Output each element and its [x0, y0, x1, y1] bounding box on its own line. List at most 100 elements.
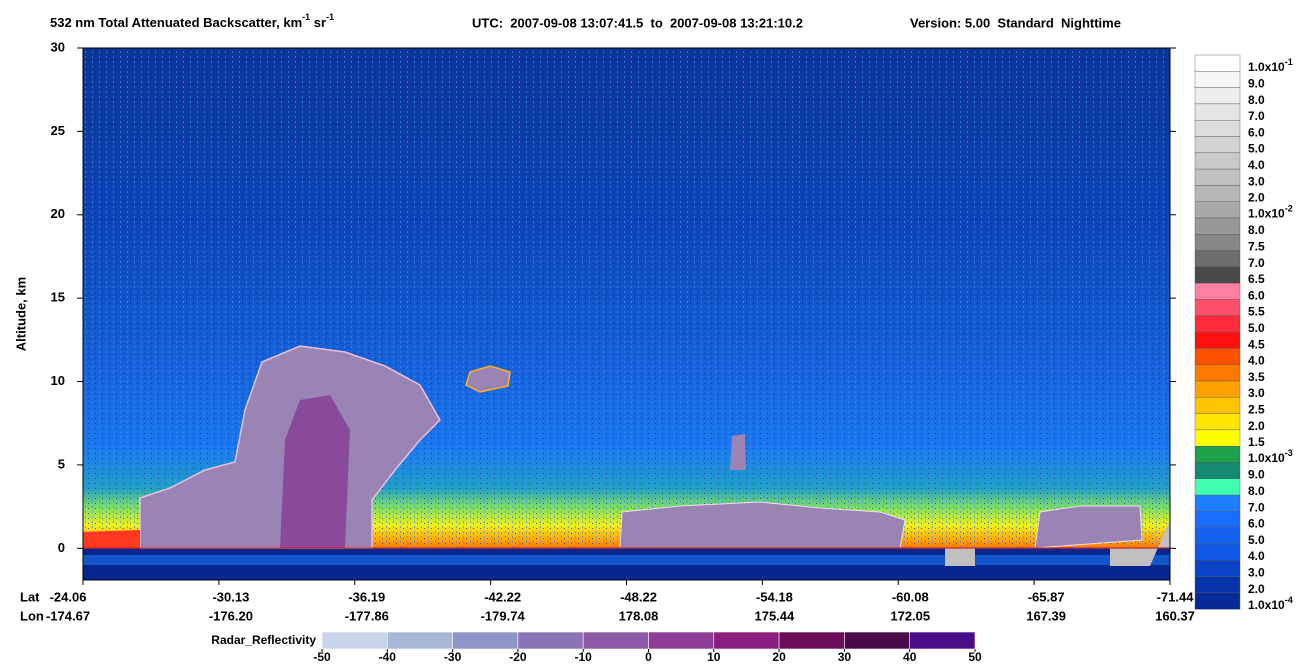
x-tick-label: 175.44	[754, 608, 795, 623]
radar-bar-label: Radar_Reflectivity	[211, 633, 316, 647]
y-tick-label: 30	[51, 39, 65, 54]
x-row-name: Lat	[20, 589, 40, 604]
radar-tick-label: -30	[444, 650, 462, 664]
x-tick-label: -30.13	[212, 589, 249, 604]
radar-tick-label: 0	[645, 650, 652, 664]
colorbar-label: 5.0	[1248, 533, 1265, 547]
y-tick-label: 10	[51, 373, 65, 388]
colorbar-swatch	[1194, 511, 1241, 528]
colorbar-label: 1.0x10-1	[1248, 57, 1293, 74]
title: 532 nm Total Attenuated Backscatter, km-…	[50, 12, 1121, 30]
title-text: 532 nm Total Attenuated Backscatter, km-…	[50, 12, 334, 30]
colorbar-swatch	[1194, 234, 1241, 251]
colorbar-label: 2.0	[1248, 582, 1265, 596]
colorbar-swatch	[1194, 283, 1241, 300]
colorbar-swatch	[1194, 250, 1241, 268]
x-tick-label: -174.67	[46, 608, 90, 623]
x-tick-label: -179.74	[481, 608, 526, 623]
colorbar-swatch	[1194, 397, 1241, 414]
colorbar-swatch	[1194, 103, 1241, 121]
colorbar-label: 4.0	[1248, 549, 1265, 563]
x-tick-label: -65.87	[1028, 589, 1065, 604]
x-tick-label: -42.22	[484, 589, 521, 604]
colorbar-label: 2.5	[1248, 402, 1265, 416]
colorbar-label: 2.0	[1248, 419, 1265, 433]
x-tick-label: 167.39	[1026, 608, 1066, 623]
colorbar-label: 9.0	[1248, 468, 1265, 482]
radar-swatch	[517, 631, 584, 650]
x-tick-label: -24.06	[50, 589, 87, 604]
title-version: Version: 5.00 Standard Nighttime	[910, 15, 1121, 30]
plot-area	[82, 47, 1171, 581]
colorbar-swatch	[1194, 462, 1241, 479]
x-tick-label: -36.19	[348, 589, 385, 604]
x-tick-label: 172.05	[890, 608, 930, 623]
colorbar-swatch	[1194, 201, 1241, 219]
colorbar-label-base: 1.0x10	[1248, 598, 1285, 612]
colorbar-label: 7.0	[1248, 256, 1265, 270]
radar-swatch	[844, 631, 911, 650]
colorbar-label: 6.0	[1248, 125, 1265, 139]
colorbar-swatch	[1194, 136, 1241, 153]
colorbar-swatch	[1194, 592, 1241, 610]
colorbar-swatch	[1194, 185, 1241, 202]
radar-tick-label: -50	[313, 650, 331, 664]
colorbar-label: 9.0	[1248, 76, 1265, 90]
colorbar-swatch	[1194, 446, 1241, 463]
colorbar-swatch	[1194, 527, 1241, 545]
cloud-core	[280, 395, 350, 548]
colorbar-swatch	[1194, 348, 1241, 365]
colorbar-label: 1.0x10-4	[1248, 595, 1293, 612]
colorbar-label: 2.0	[1248, 191, 1265, 205]
colorbar-label: 5.5	[1248, 305, 1265, 319]
colorbar-label: 3.0	[1248, 174, 1265, 188]
y-tick-label: 15	[51, 290, 65, 305]
radar-tick-label: 20	[772, 650, 786, 664]
colorbar-label: 3.0	[1248, 386, 1265, 400]
colorbar-label: 6.0	[1248, 517, 1265, 531]
colorbar-swatch	[1194, 119, 1241, 137]
colorbar-label: 4.0	[1248, 354, 1265, 368]
radar-tick-label: 10	[707, 650, 721, 664]
cloud	[619, 501, 906, 549]
y-axis-label: Altitude, km	[13, 277, 28, 351]
colorbar-label: 6.5	[1248, 272, 1265, 286]
radar-tick-label: 30	[838, 650, 852, 664]
x-tick-label: -71.44	[1157, 589, 1195, 604]
colorbar-label-base: 1.0x10	[1248, 207, 1285, 221]
colorbar-label: 4.0	[1248, 158, 1265, 172]
radar-tick-label: 50	[968, 650, 982, 664]
colorbar-label: 8.0	[1248, 93, 1265, 107]
colorbar-label: 7.5	[1248, 239, 1265, 253]
colorbar-label: 4.5	[1248, 337, 1265, 351]
radar-tick-label: 40	[903, 650, 917, 664]
colorbar-swatch	[1194, 364, 1241, 382]
colorbar-swatch	[1194, 315, 1241, 333]
colorbar-label-base: 1.0x10	[1248, 60, 1285, 74]
colorbar-swatch	[1194, 217, 1241, 235]
colorbar-label: 3.5	[1248, 370, 1265, 384]
colorbar-swatch	[1194, 543, 1241, 561]
colorbar-label-exp: -3	[1285, 449, 1293, 459]
colorbar-label: 1.0x10-3	[1248, 449, 1293, 466]
radar-tick-label: -20	[509, 650, 527, 664]
x-tick-label: 178.08	[619, 608, 659, 623]
x-tick-label: 160.37	[1155, 608, 1195, 623]
x-tick-label: -54.18	[756, 589, 793, 604]
x-row-name: Lon	[20, 608, 44, 623]
colorbar-swatch	[1194, 560, 1241, 577]
colorbar-swatch	[1194, 299, 1241, 316]
radar-tick-label: -40	[379, 650, 397, 664]
x-tick-label: -48.22	[620, 589, 657, 604]
y-tick-label: 20	[51, 206, 65, 221]
y-tick-label: 0	[58, 540, 65, 555]
colorbar-swatch	[1194, 413, 1241, 431]
colorbar-swatch	[1194, 168, 1241, 186]
cloud	[730, 434, 746, 470]
colorbar-swatch	[1194, 576, 1241, 594]
colorbar-swatch	[1194, 331, 1241, 349]
radar-swatch	[452, 631, 519, 650]
colorbar-swatch	[1194, 494, 1241, 512]
colorbar-swatch	[1194, 87, 1241, 105]
